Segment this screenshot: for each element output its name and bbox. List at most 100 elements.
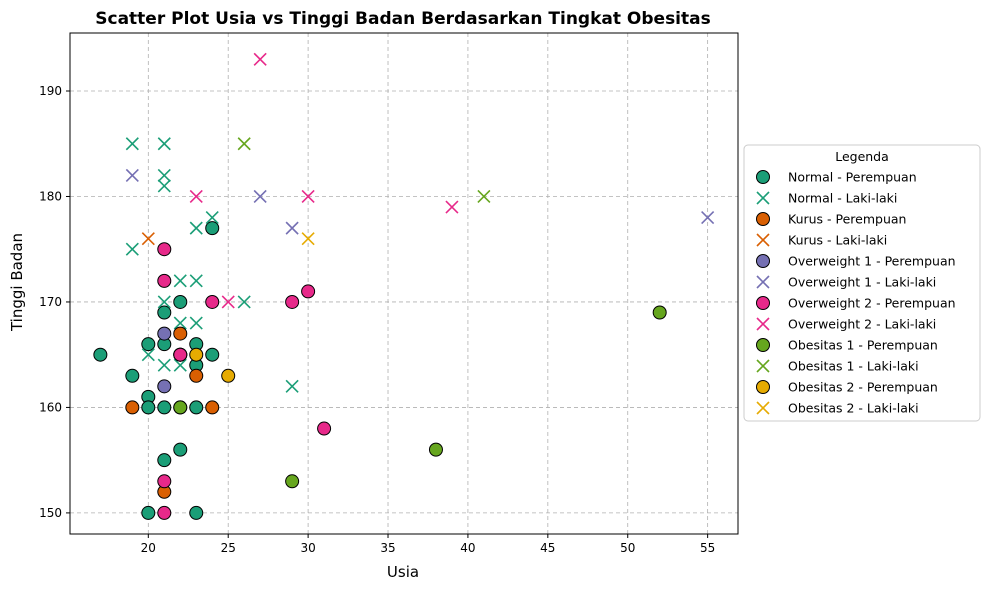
data-point-circle [285,294,300,309]
data-point-circle [173,400,188,415]
data-point-x [173,316,187,330]
legend-marker [756,170,770,184]
y-tick-label: 160 [39,400,62,414]
data-point-x [157,179,171,193]
data-point-x [301,189,315,204]
data-point-circle [141,337,156,352]
data-point-circle [157,453,172,468]
series-group [189,347,236,383]
data-point-x [189,316,203,330]
data-point-x [301,232,315,246]
data-point-circle [189,505,204,520]
y-tick-label: 150 [39,506,62,520]
x-axis-label: Usia [387,563,419,581]
legend-marker [756,401,770,415]
legend-marker [756,191,770,205]
x-tick-label: 50 [620,541,635,555]
data-point-circle [301,284,316,299]
x-tick-label: 30 [300,541,315,555]
y-tick-label: 180 [39,189,62,203]
data-point-circle [157,505,172,520]
data-point-x [141,232,155,246]
data-point-circle [317,421,332,436]
x-tick-label: 40 [460,541,475,555]
legend: Legenda Normal - Perempuan Normal - Laki-… [743,144,981,422]
legend-marker [756,212,770,226]
data-point-x [157,168,171,182]
legend-marker [756,359,770,373]
data-point-x [173,274,187,288]
data-point-circle [125,368,140,383]
legend-entries: Normal - Perempuan Normal - Laki-laki Kuru… [756,170,956,416]
x-tick-label: 20 [141,541,156,555]
data-point-circle [189,400,204,415]
data-point-x [189,189,203,204]
data-points [93,52,715,520]
data-point-x [125,168,139,182]
legend-entry-label: Overweight 2 - Perempuan [788,296,956,311]
data-point-x [157,358,171,372]
data-point-circle [205,347,220,362]
data-point-circle [173,326,188,341]
data-point-x [237,295,251,309]
series-group [141,232,155,246]
data-point-circle [157,273,172,288]
data-point-circle [652,305,667,320]
data-point-x [157,137,171,151]
legend-marker [756,254,770,268]
x-tick-label: 25 [221,541,236,555]
data-point-circle [157,400,172,415]
chart-title: Scatter Plot Usia vs Tinggi Badan Berdas… [95,9,710,29]
axis-ticks: 20 25 30 35 40 45 50 55 150 160 170 180 190 [39,84,715,555]
legend-marker [756,338,770,352]
data-point-circle [157,326,172,341]
data-point-circle [173,347,188,362]
data-point-x [285,221,299,235]
legend-entry-label: Obesitas 1 - Laki-laki [788,359,919,374]
series-group [125,137,299,393]
legend-entry-label: Overweight 1 - Perempuan [788,254,956,269]
data-point-circle [285,474,300,489]
data-point-circle [141,505,156,520]
legend-entry-label: Obesitas 2 - Laki-laki [788,401,919,416]
x-tick-label: 55 [700,541,715,555]
series-group [173,305,667,489]
data-point-circle [205,294,220,309]
series-group [189,52,459,309]
legend-entry-label: Obesitas 2 - Perempuan [788,380,938,395]
legend-entry-label: Overweight 1 - Laki-laki [788,275,936,290]
legend-entry-label: Normal - Perempuan [788,170,917,185]
data-point-x [237,137,251,151]
data-point-circle [93,347,108,362]
legend-marker [756,296,770,310]
series-group [237,137,491,204]
y-tick-label: 170 [39,295,62,309]
y-tick-label: 190 [39,84,62,98]
data-point-circle [141,400,156,415]
legend-marker [756,275,770,289]
data-point-circle [205,221,220,236]
data-point-circle [173,294,188,309]
legend-entry-label: Obesitas 1 - Perempuan [788,338,938,353]
data-point-circle [157,379,172,394]
data-point-x [701,211,715,225]
plot-area-frame [69,32,739,535]
legend-entry-label: Kurus - Perempuan [788,212,906,227]
data-point-x [189,274,203,288]
data-point-x [189,221,203,235]
data-point-circle [157,242,172,257]
data-point-x [173,358,187,372]
data-point-circle [189,347,204,362]
legend-box [743,144,981,422]
x-tick-label: 45 [540,541,555,555]
data-point-circle [125,400,140,415]
data-point-x [157,295,171,309]
data-point-x [477,189,491,204]
data-point-x [445,200,459,214]
series-group [301,232,315,246]
data-point-x [141,348,155,362]
grid [70,33,738,534]
data-point-x [205,211,219,225]
legend-entry-label: Kurus - Laki-laki [788,233,887,248]
